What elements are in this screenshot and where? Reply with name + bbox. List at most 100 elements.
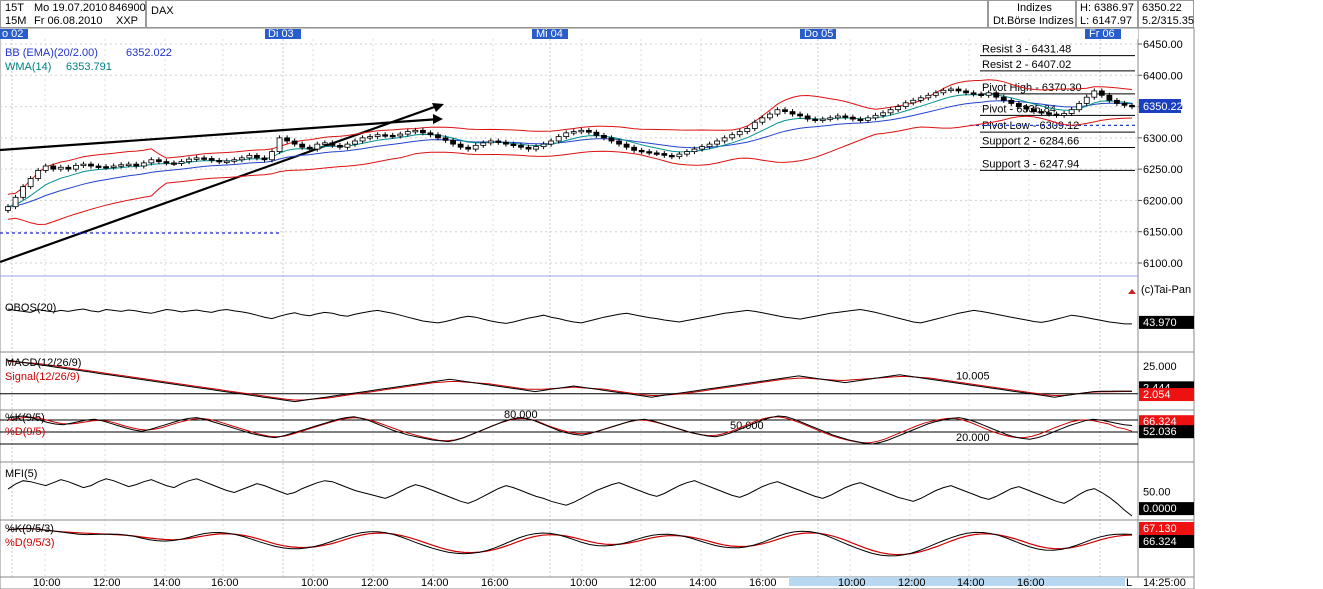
candle-body <box>797 113 803 117</box>
stoch-k-label: %K(9/5) <box>5 412 45 424</box>
time-axis-label: 14:00 <box>421 577 449 589</box>
candle-body <box>193 157 200 160</box>
candle-body <box>827 117 834 120</box>
candle-body <box>1061 113 1068 116</box>
obos-line <box>7 308 1132 325</box>
candle-body <box>917 97 924 101</box>
trend-arrow-upper <box>433 114 443 124</box>
time-axis-label: 12:00 <box>629 577 657 589</box>
candle-body <box>1083 96 1090 104</box>
candle-body <box>834 115 841 119</box>
candle-body <box>533 146 539 150</box>
price-tick-label: 6450.00 <box>1143 39 1183 51</box>
trend-line-upper[interactable] <box>0 117 441 152</box>
candle-body <box>774 109 781 115</box>
slow-stoch-k-line <box>7 527 1133 557</box>
symbol-label: DAX <box>151 5 174 17</box>
time-scrollbar[interactable] <box>789 577 1125 586</box>
candle-body <box>216 159 223 163</box>
mfi-label: MFI(5) <box>5 468 37 480</box>
header-quote: 6350.22 5.2/315.35 <box>1138 0 1194 28</box>
price-tick-label: 6400.00 <box>1143 70 1183 82</box>
candle-body <box>337 144 343 148</box>
day-marker-bg <box>800 29 836 39</box>
day-marker: Do 05 <box>804 28 833 40</box>
bollinger-mid-line <box>7 100 1133 208</box>
stoch-level-label: 80.000 <box>504 409 538 421</box>
time-axis-end-marker: L <box>1126 577 1132 589</box>
mfi-line <box>7 478 1133 517</box>
day-marker-bg <box>532 29 568 39</box>
candle-body <box>887 109 894 114</box>
exchange-label: Dt.Börse Indizes <box>993 15 1074 27</box>
signal-value-tag: 2.054 <box>1143 389 1171 401</box>
candle-body <box>329 142 336 146</box>
stoch-d-label: %D(9/5) <box>5 426 45 438</box>
stoch-d-value-tag: 52.036 <box>1143 426 1177 438</box>
candle-body <box>412 129 419 133</box>
stoch-d-line <box>7 416 1133 444</box>
candle-body <box>948 88 954 91</box>
trend-line-lower[interactable] <box>0 103 441 264</box>
candle-body <box>676 153 683 158</box>
date-from[interactable]: Mo 19.07.2010 <box>34 2 108 14</box>
date-to[interactable]: Fr 06.08.2010 <box>34 15 103 27</box>
candle-body <box>601 134 607 139</box>
candle-body <box>789 111 796 115</box>
candle-body <box>1121 103 1128 106</box>
header-category: Indizes Dt.Börse Indizes <box>988 0 1076 28</box>
candle-body <box>261 157 268 161</box>
time-axis-label: 12:00 <box>93 577 121 589</box>
candle-body <box>352 140 358 145</box>
candle-body <box>1091 90 1098 98</box>
stoch-level-label: 20.000 <box>956 432 990 444</box>
candle-body <box>186 158 192 163</box>
candle-body <box>849 116 856 120</box>
slow-stoch-d-value-tag: 66.324 <box>1143 536 1177 548</box>
candle-body <box>57 166 64 170</box>
copyright: (c)Tai-Pan <box>1141 284 1191 296</box>
candle-body <box>1098 90 1105 96</box>
candle-body <box>254 154 260 159</box>
candle-body <box>306 146 313 150</box>
price-tick-label: 6100.00 <box>1143 258 1183 270</box>
stoch-k-value-tag-bg <box>1139 415 1194 429</box>
candle-body <box>367 136 373 139</box>
low-value: L: 6147.97 <box>1080 15 1132 27</box>
last-price-tag-text: 6350.22 <box>1143 101 1183 113</box>
candle-body <box>563 132 570 138</box>
obos-value-tag: 43.970 <box>1143 317 1177 329</box>
pivot-level-label: Pivot Low - 6309.12 <box>982 120 1079 132</box>
wma-value: 6353.791 <box>66 61 112 73</box>
candle-body <box>427 132 434 136</box>
candle-body <box>103 166 109 169</box>
candle-body <box>1076 103 1083 111</box>
candle-body <box>88 163 94 167</box>
signal-label: Signal(12/26/9) <box>5 371 80 383</box>
candle-body <box>1129 104 1135 108</box>
candle-body <box>291 140 298 145</box>
candle-body <box>155 159 162 163</box>
slow-stoch-d-value-tag-bg <box>1139 535 1194 548</box>
candle-body <box>148 159 155 164</box>
interval-b: 15M <box>5 15 27 27</box>
candle-body <box>163 161 170 164</box>
pivot-level-label: Pivot High - 6370.30 <box>982 82 1082 94</box>
candle-body <box>299 143 306 148</box>
day-marker: Fr 06 <box>1089 28 1115 40</box>
bollinger-upper-line <box>7 79 1133 195</box>
candle-body <box>110 165 117 168</box>
candle-body <box>925 94 932 99</box>
category-label: Indizes <box>1017 2 1052 14</box>
price-tick-label: 6200.00 <box>1143 195 1183 207</box>
candle-body <box>487 140 494 144</box>
candle-body <box>472 144 479 150</box>
wkn: 846900 <box>109 2 146 14</box>
macd-signal-line <box>7 360 1132 401</box>
scroll-up-icon[interactable] <box>1128 289 1136 294</box>
header-left: 15T 15M Mo 19.07.2010 Fr 06.08.2010 8469… <box>0 0 146 28</box>
candle-body <box>767 113 773 119</box>
candle-body <box>978 93 985 96</box>
candle-body <box>940 89 947 94</box>
